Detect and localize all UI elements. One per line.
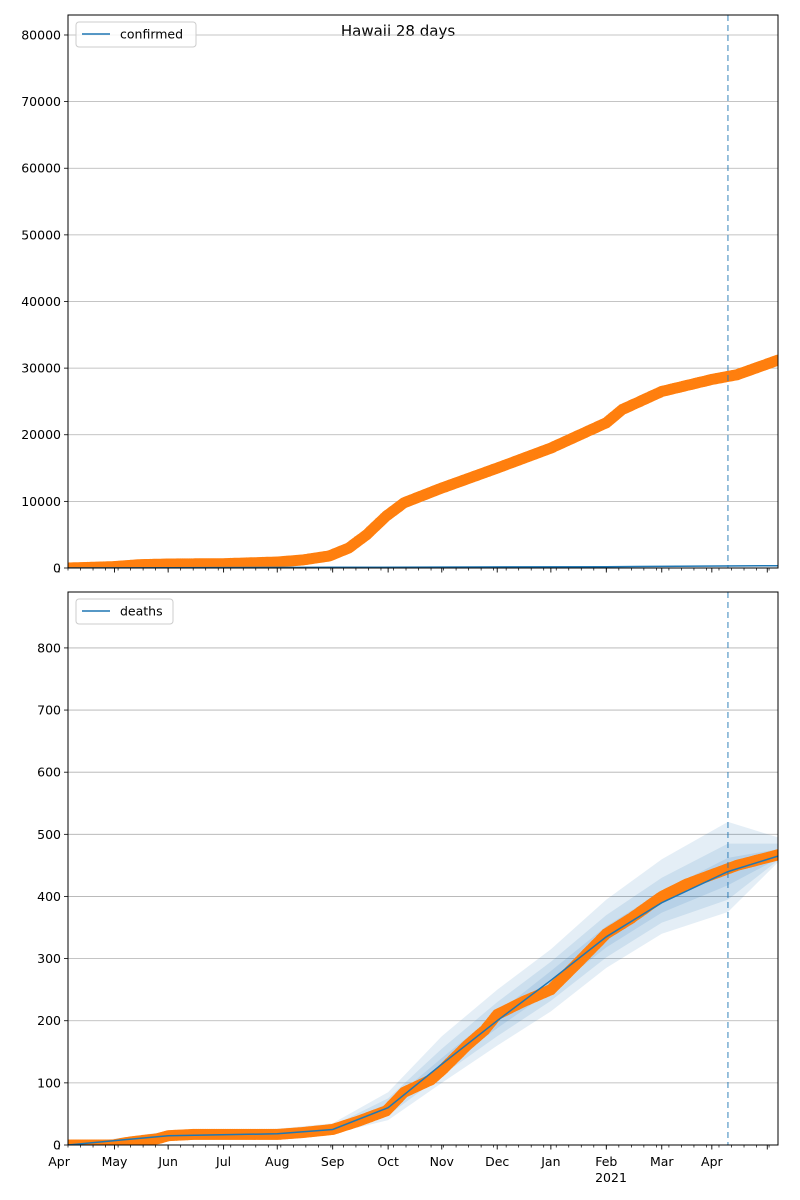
x-tick-label: Aug xyxy=(265,1154,289,1169)
x-tick-label: Jan xyxy=(540,1154,560,1169)
deaths-uncertainty-band xyxy=(68,821,778,1145)
deaths-panel: 0 100 200 300 400 500 600 700 800 Apr May Jun Jul Au… xyxy=(37,591,779,1169)
x-tick-label: Oct xyxy=(377,1154,399,1169)
deaths-model-series xyxy=(68,855,778,1145)
x-tick-label: Apr xyxy=(701,1154,723,1169)
x-tick-label: Apr xyxy=(48,1154,70,1169)
deaths-y-tick-label: 300 xyxy=(37,951,61,966)
x-tick-label: Feb xyxy=(595,1154,617,1169)
figure-title: Hawaii 28 days xyxy=(341,22,455,40)
confirmed-y-tick-label: 50000 xyxy=(21,227,61,242)
confirmed-observed-series xyxy=(68,354,778,568)
confirmed-y-axis: 0 10000 20000 30000 40000 50000 60000 70000 8000… xyxy=(21,27,68,576)
deaths-y-tick-label: 600 xyxy=(37,765,61,780)
deaths-y-axis: 0 100 200 300 400 500 600 700 800 xyxy=(37,640,68,1153)
confirmed-observed-point xyxy=(772,354,778,366)
confirmed-y-tick-label: 40000 xyxy=(21,294,61,309)
deaths-observed-series xyxy=(68,849,778,1145)
confirmed-y-tick-label: 70000 xyxy=(21,94,61,109)
deaths-y-tick-label: 500 xyxy=(37,827,61,842)
deaths-y-tick-label: 200 xyxy=(37,1013,61,1028)
deaths-axes-frame xyxy=(67,591,779,1146)
confirmed-legend: confirmed xyxy=(75,21,197,48)
x-tick-label: Jun xyxy=(157,1154,178,1169)
confirmed-y-tick-label: 80000 xyxy=(21,27,61,42)
deaths-model-line xyxy=(68,855,778,1145)
confirmed-x-axis xyxy=(58,568,770,573)
x-tick-label: Mar xyxy=(650,1154,674,1169)
deaths-y-tick-label: 800 xyxy=(37,640,61,655)
deaths-legend: deaths xyxy=(75,598,174,625)
x-axis-year-label: 2021 xyxy=(595,1170,627,1185)
confirmed-panel: 0 10000 20000 30000 40000 50000 60000 70000 8000… xyxy=(21,14,779,576)
deaths-legend-box xyxy=(75,598,174,625)
deaths-y-tick-label: 0 xyxy=(53,1138,61,1153)
deaths-x-axis: Apr May Jun Jul Aug Sep Oct Nov Dec Jan Feb Mar Apr xyxy=(48,1145,770,1169)
confirmed-legend-label: confirmed xyxy=(120,27,183,42)
confirmed-y-tick-label: 30000 xyxy=(21,361,61,376)
x-tick-label: Dec xyxy=(485,1154,509,1169)
confirmed-y-tick-label: 0 xyxy=(53,561,61,576)
deaths-y-tick-label: 100 xyxy=(37,1075,61,1090)
confirmed-axes-frame xyxy=(67,14,779,569)
confirmed-y-tick-label: 10000 xyxy=(21,494,61,509)
x-tick-label: Jul xyxy=(215,1154,231,1169)
deaths-y-tick-label: 700 xyxy=(37,703,61,718)
confirmed-gridlines xyxy=(68,34,778,569)
x-tick-label: Sep xyxy=(321,1154,345,1169)
deaths-legend-label: deaths xyxy=(120,604,163,619)
confirmed-y-tick-label: 20000 xyxy=(21,427,61,442)
deaths-bands xyxy=(68,821,778,1145)
confirmed-legend-box xyxy=(75,21,197,48)
x-tick-label: May xyxy=(102,1154,128,1169)
confirmed-y-tick-label: 60000 xyxy=(21,161,61,176)
deaths-y-tick-label: 400 xyxy=(37,889,61,904)
x-tick-label: Nov xyxy=(430,1154,455,1169)
